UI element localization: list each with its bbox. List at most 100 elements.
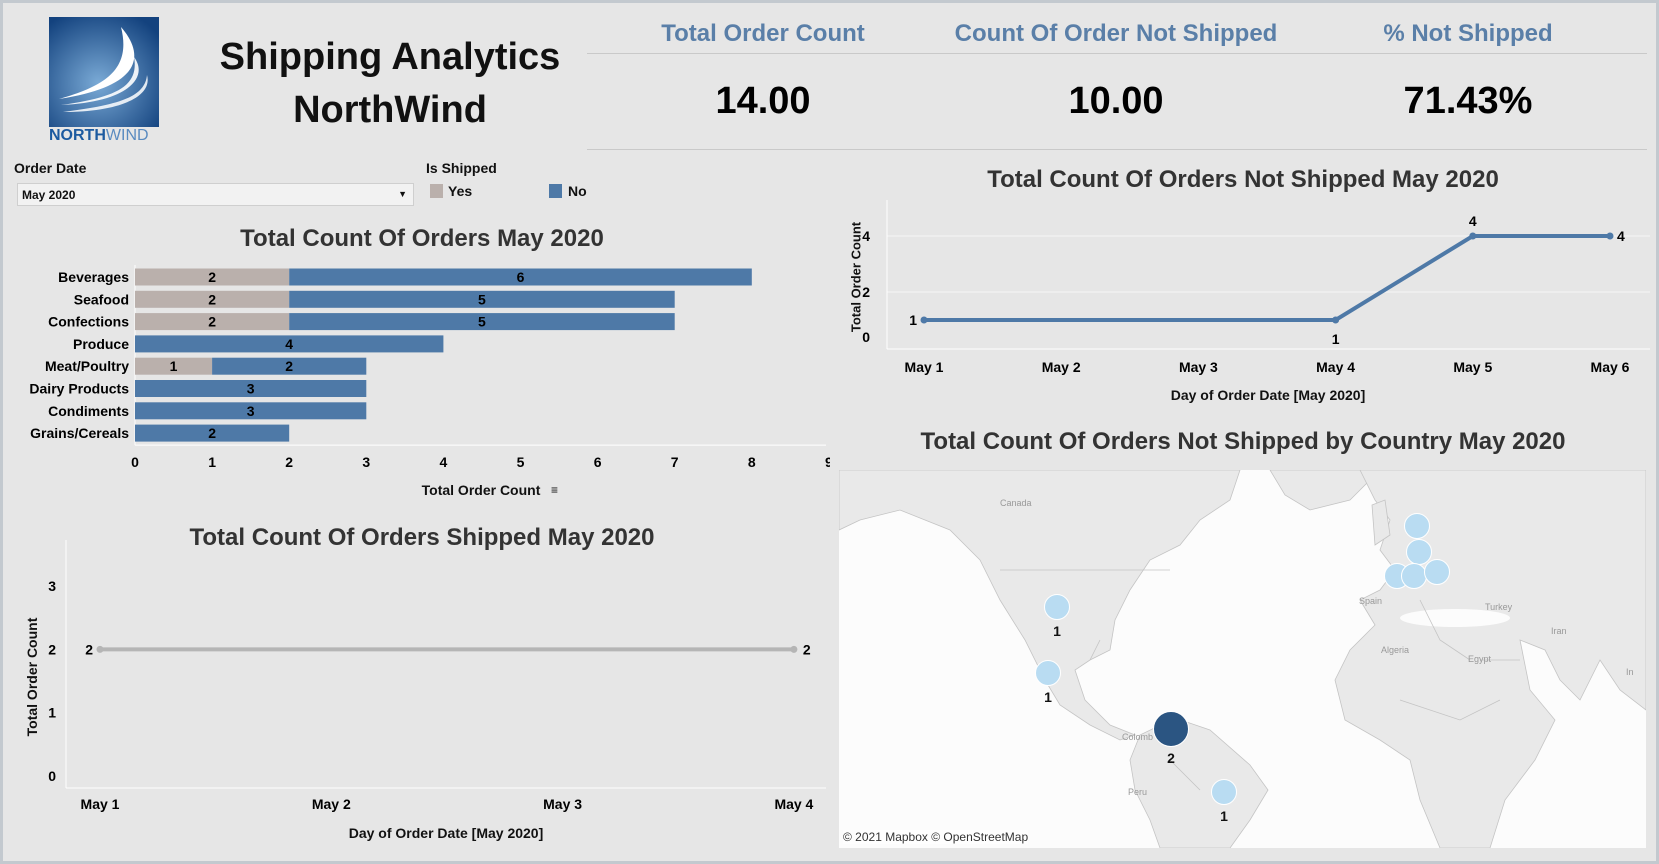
logo-swoosh-icon [49,17,159,127]
legend-yes-label[interactable]: Yes [448,183,473,199]
map-title: Total Count Of Orders Not Shipped by Cou… [920,428,1566,455]
bar-chart: Beverages 2 6 Seafood 2 5 Confections 2 5 Produce… [29,265,830,470]
map-bubble-label: 1 [1220,808,1228,824]
bar-x-tick-label: 8 [748,454,756,470]
map-place-label: In [1626,667,1634,677]
shipped-line-chart: 0 1 2 3 May 1 May 2 May 3 May 4 2 2 [48,540,826,812]
map-bubble-europe-mid[interactable] [1401,563,1427,589]
map-place-label: Colomb [1122,732,1154,742]
map-bubble-label: 1 [1053,623,1061,639]
kpi-not-shipped-label: Count Of Order Not Shipped [954,20,1278,47]
is-shipped-label: Is Shipped [426,160,497,176]
shipped-x-tick-label: May 2 [312,796,351,812]
bar-x-tick-label: 4 [440,454,448,470]
not-shipped-chart-x-axis-title: Day of Order Date [May 2020] [1170,387,1366,403]
bar-no [212,357,367,375]
not-shipped-x-tick-label: May 2 [1042,359,1081,375]
kpi-divider [587,53,1647,54]
not-shipped-x-tick-label: May 1 [905,359,944,375]
northwind-logo: NORTHWIND [49,17,159,145]
bar-data-label: 3 [247,381,255,397]
bar-x-tick-label: 1 [208,454,216,470]
not-shipped-point [1332,316,1340,324]
legend-yes-swatch[interactable] [430,184,443,198]
shipped-point [790,645,798,653]
order-date-label: Order Date [14,160,87,176]
north-america-land [839,470,1241,741]
legend-no-label[interactable]: No [568,183,587,199]
map-land [839,470,1646,848]
shipped-chart-x-axis-title: Day of Order Date [May 2020] [348,825,544,841]
not-shipped-point [1469,232,1477,240]
not-shipped-chart-y-axis-title: Total Order Count [848,221,864,333]
bar-data-label: 2 [208,314,216,330]
bar-data-label: 6 [517,269,525,285]
bar-category-label: Seafood [74,291,129,307]
bar-no [289,268,752,286]
map-bubble-mexico[interactable] [1035,660,1061,686]
south-america-land [1129,717,1269,848]
map-bubble-europe-north[interactable] [1404,513,1430,539]
bar-x-tick-label: 5 [517,454,525,470]
map-place-label: Peru [1128,787,1148,797]
not-shipped-chart-title: Total Count Of Orders Not Shipped May 20… [987,166,1499,193]
bar-category-label: Condiments [48,403,129,419]
shipped-y-tick-label: 1 [48,705,56,721]
uk-land [1371,499,1391,546]
not-shipped-series-line [924,234,1610,322]
not-shipped-data-label: 4 [1617,228,1625,244]
map-bubble-brazil[interactable] [1211,779,1237,805]
bar-x-tick-label: 2 [285,454,293,470]
bar-data-label: 2 [208,291,216,307]
bar-x-tick-label: 0 [131,454,139,470]
kpi-total-order-count-label: Total Order Count [661,20,865,47]
bar-x-tick-label: 7 [671,454,679,470]
shipped-x-tick-label: May 3 [543,796,582,812]
kpi-total-order-count-value: 14.00 [715,80,811,122]
shipped-y-tick-label: 3 [48,578,56,594]
not-shipped-y-tick-label: 4 [862,228,870,244]
dashboard-title-line1: Shipping Analytics [219,36,561,78]
bar-data-label: 5 [478,291,486,307]
bar-category-label: Grains/Cereals [30,425,129,441]
map-place-label: Turkey [1485,602,1513,612]
shipped-x-tick-label: May 1 [81,796,120,812]
bar-category-label: Dairy Products [29,381,129,397]
map-bubble-label: 2 [1167,750,1175,766]
bar-yes [135,290,290,308]
bar-yes [135,313,290,331]
logo-text: NORTHWIND [49,127,149,144]
not-shipped-point [920,316,928,324]
shipped-y-tick-label: 2 [48,641,56,657]
sort-icon[interactable]: ≡ [551,483,559,497]
legend-no-swatch[interactable] [549,184,562,198]
bar-chart-title: Total Count Of Orders May 2020 [240,225,604,252]
bar-no [135,335,444,353]
map-bubble-europe-east[interactable] [1424,559,1450,585]
kpi-pct-not-shipped-value: 71.43% [1403,80,1533,122]
bar-no [135,424,290,442]
chevron-down-icon[interactable]: ▼ [398,189,407,199]
map-bubble-usa[interactable] [1044,594,1070,620]
bar-category-label: Beverages [58,269,129,285]
bar-data-label: 1 [170,358,178,374]
bar-no [135,380,367,397]
bar-data-label: 2 [208,425,216,441]
bar-data-label: 2 [208,269,216,285]
map-place-label: Spain [1359,596,1383,606]
shipped-x-tick-label: May 4 [774,796,813,812]
order-date-dropdown[interactable]: May 2020 ▼ [17,183,414,206]
shipped-y-tick-label: 0 [48,768,56,784]
shipped-point [96,645,104,653]
bar-x-tick-label: 9 [825,454,830,470]
map-bubble-venezuela[interactable] [1153,711,1189,747]
country-map[interactable]: Canada Spain Turkey Iran Algeria Egypt Colomb P… [839,470,1646,848]
order-date-value: May 2020 [22,188,76,202]
bar-x-tick-label: 3 [362,454,370,470]
kpi-pct-not-shipped-label: % Not Shipped [1383,20,1553,47]
bar-x-tick-label: 6 [594,454,602,470]
map-attribution[interactable]: © 2021 Mapbox © OpenStreetMap [843,830,1029,844]
kpi-not-shipped-value: 10.00 [1068,80,1164,122]
not-shipped-x-tick-label: May 6 [1591,359,1630,375]
bar-yes [135,268,290,286]
